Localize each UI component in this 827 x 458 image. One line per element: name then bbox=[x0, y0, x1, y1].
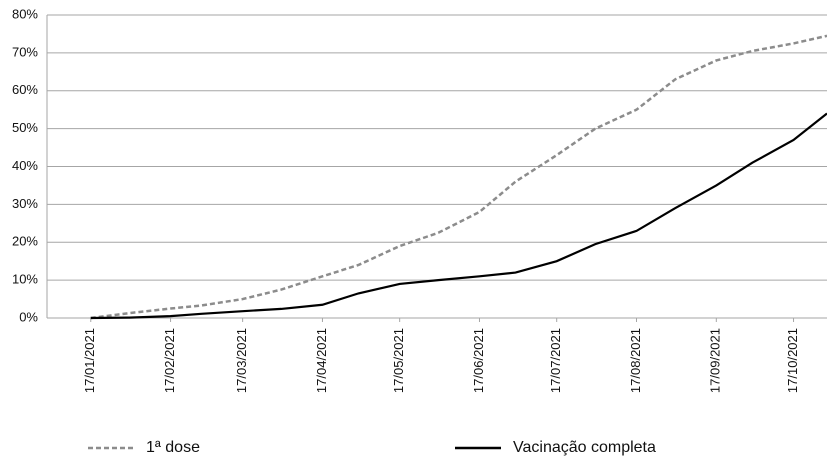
x-tick-label: 17/09/2021 bbox=[708, 328, 723, 393]
x-tick-label: 17/06/2021 bbox=[471, 328, 486, 393]
legend-label: 1ª dose bbox=[146, 439, 200, 456]
y-tick-label: 0% bbox=[19, 309, 38, 324]
y-tick-label: 70% bbox=[12, 44, 38, 59]
x-tick-label: 17/07/2021 bbox=[548, 328, 563, 393]
series-line bbox=[90, 34, 827, 320]
x-tick-label: 17/08/2021 bbox=[628, 328, 643, 393]
x-tick-label: 17/01/2021 bbox=[82, 328, 97, 393]
x-tick-label: 17/02/2021 bbox=[162, 328, 177, 393]
legend-label: Vacinação completa bbox=[513, 439, 656, 456]
y-tick-label: 40% bbox=[12, 158, 38, 173]
x-tick-label: 17/03/2021 bbox=[234, 328, 249, 393]
x-tick-label: 17/10/2021 bbox=[785, 328, 800, 393]
x-tick-label: 17/05/2021 bbox=[391, 328, 406, 393]
y-tick-label: 80% bbox=[12, 6, 38, 21]
series-line bbox=[90, 112, 827, 320]
x-tick-label: 17/04/2021 bbox=[314, 328, 329, 393]
y-tick-label: 50% bbox=[12, 120, 38, 135]
y-tick-label: 10% bbox=[12, 272, 38, 287]
y-tick-label: 20% bbox=[12, 234, 38, 249]
y-tick-label: 60% bbox=[12, 82, 38, 97]
y-tick-label: 30% bbox=[12, 196, 38, 211]
